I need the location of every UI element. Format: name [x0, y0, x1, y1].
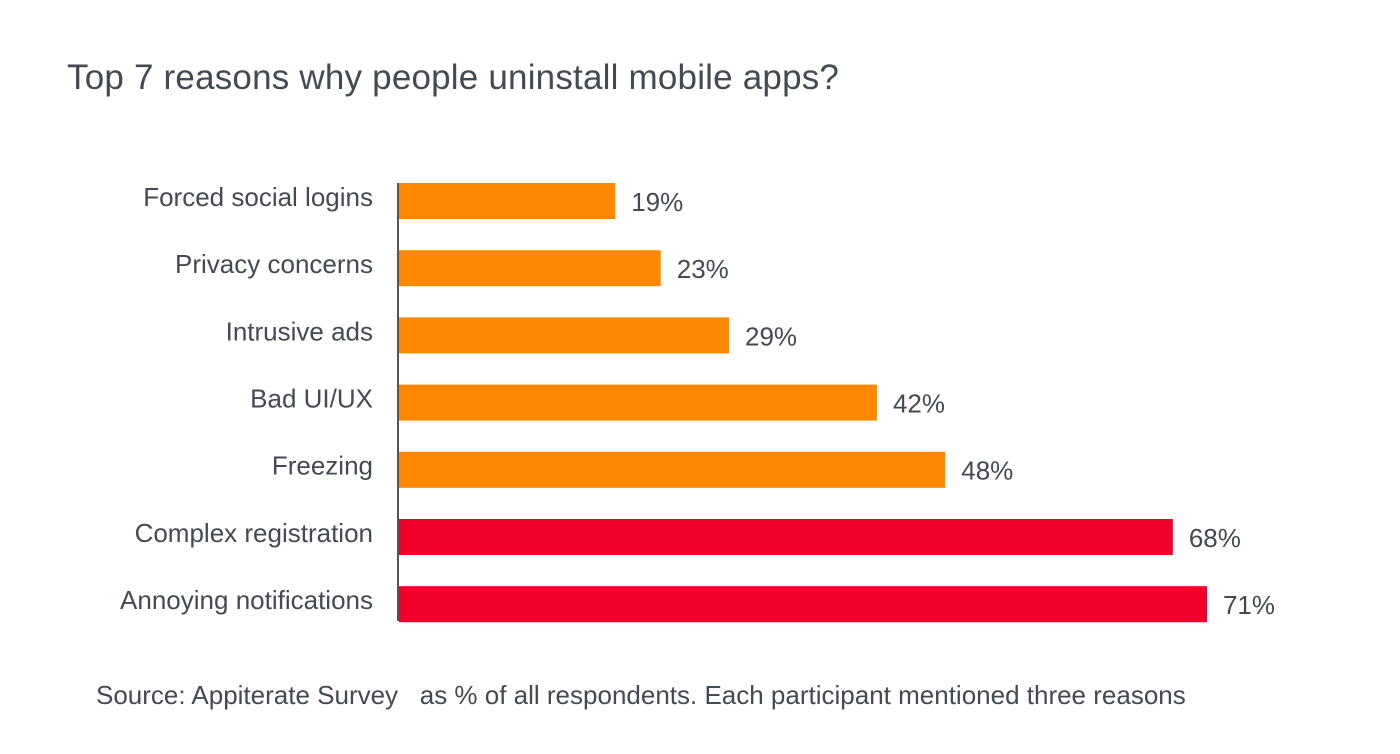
category-label-5: Freezing: [272, 451, 373, 481]
bar-5: [399, 451, 946, 488]
value-label-1: 19%: [631, 187, 683, 217]
bar-4: [399, 384, 877, 421]
value-labels-group: 19% 23% 29% 42% 48% 68% 71%: [631, 187, 1275, 620]
bar-1: [399, 183, 616, 219]
bar-2: [399, 250, 661, 287]
category-labels-group: Forced social logins Privacy concerns Intr…: [120, 182, 373, 615]
bar-7: [399, 586, 1207, 623]
value-label-6: 68%: [1189, 523, 1241, 553]
category-label-2: Privacy concerns: [175, 249, 373, 279]
category-label-3: Intrusive ads: [226, 316, 373, 346]
category-label-4: Bad UI/UX: [250, 383, 373, 413]
value-label-2: 23%: [677, 254, 729, 284]
value-label-3: 29%: [745, 321, 797, 351]
bar-3: [399, 317, 730, 354]
bar-6: [399, 519, 1173, 555]
value-label-4: 42%: [893, 388, 945, 418]
category-label-7: Annoying notifications: [120, 585, 373, 615]
value-label-7: 71%: [1223, 590, 1275, 620]
bars-group: [399, 183, 1207, 623]
category-label-6: Complex registration: [135, 518, 373, 548]
category-label-1: Forced social logins: [143, 182, 373, 212]
value-label-5: 48%: [961, 456, 1013, 486]
chart-title: Top 7 reasons why people uninstall mobil…: [67, 58, 840, 97]
chart-source-note: Source: Appiterate Survey as % of all re…: [96, 680, 1186, 710]
